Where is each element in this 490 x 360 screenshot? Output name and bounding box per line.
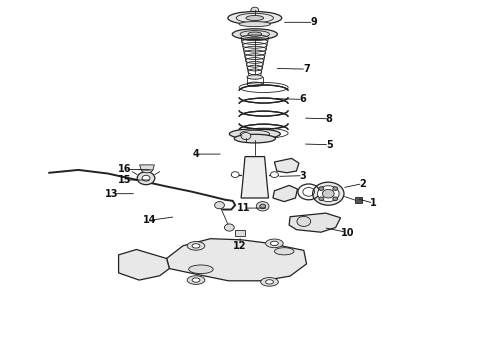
Polygon shape [241,157,269,198]
Ellipse shape [270,241,278,246]
Text: 4: 4 [193,149,199,159]
Polygon shape [355,197,362,203]
Ellipse shape [189,265,213,274]
Ellipse shape [318,186,339,202]
Ellipse shape [261,278,278,286]
Ellipse shape [231,172,239,177]
Text: 5: 5 [326,140,333,150]
Text: 6: 6 [299,94,306,104]
Ellipse shape [256,202,269,211]
Polygon shape [167,239,307,281]
Ellipse shape [224,224,234,231]
Text: 11: 11 [237,203,251,213]
Ellipse shape [266,239,283,248]
Ellipse shape [137,172,155,185]
Text: 2: 2 [359,179,366,189]
Ellipse shape [241,132,251,140]
Ellipse shape [215,202,224,209]
Text: 7: 7 [303,64,310,74]
Ellipse shape [260,204,266,208]
Text: 9: 9 [310,17,317,27]
Ellipse shape [313,182,344,205]
Text: 12: 12 [233,240,247,251]
Polygon shape [140,165,154,170]
Ellipse shape [239,22,270,27]
Ellipse shape [232,29,277,40]
Text: 15: 15 [118,175,132,185]
Ellipse shape [247,75,263,79]
Polygon shape [289,213,341,232]
Polygon shape [235,230,245,236]
Ellipse shape [187,242,205,250]
Ellipse shape [251,7,259,13]
Polygon shape [274,158,299,173]
Ellipse shape [234,134,275,143]
Text: 8: 8 [326,114,333,124]
Polygon shape [273,185,297,202]
Text: 3: 3 [299,171,306,181]
Ellipse shape [322,189,334,198]
Ellipse shape [142,175,150,181]
Text: 16: 16 [118,164,132,174]
Ellipse shape [246,15,264,21]
Ellipse shape [266,280,273,284]
Text: 10: 10 [341,228,355,238]
Text: 1: 1 [370,198,377,208]
Ellipse shape [192,244,200,248]
Polygon shape [119,249,170,280]
Ellipse shape [319,187,324,190]
Text: 14: 14 [143,215,156,225]
Ellipse shape [187,276,205,284]
Ellipse shape [333,197,338,201]
Ellipse shape [247,82,263,86]
Ellipse shape [229,129,280,139]
Ellipse shape [228,12,282,24]
Ellipse shape [192,278,200,282]
Ellipse shape [297,216,311,226]
Ellipse shape [248,32,262,36]
Ellipse shape [333,187,338,190]
Ellipse shape [270,172,278,177]
Ellipse shape [319,197,324,201]
Ellipse shape [274,248,294,255]
Text: 13: 13 [105,189,119,199]
Ellipse shape [141,166,153,173]
